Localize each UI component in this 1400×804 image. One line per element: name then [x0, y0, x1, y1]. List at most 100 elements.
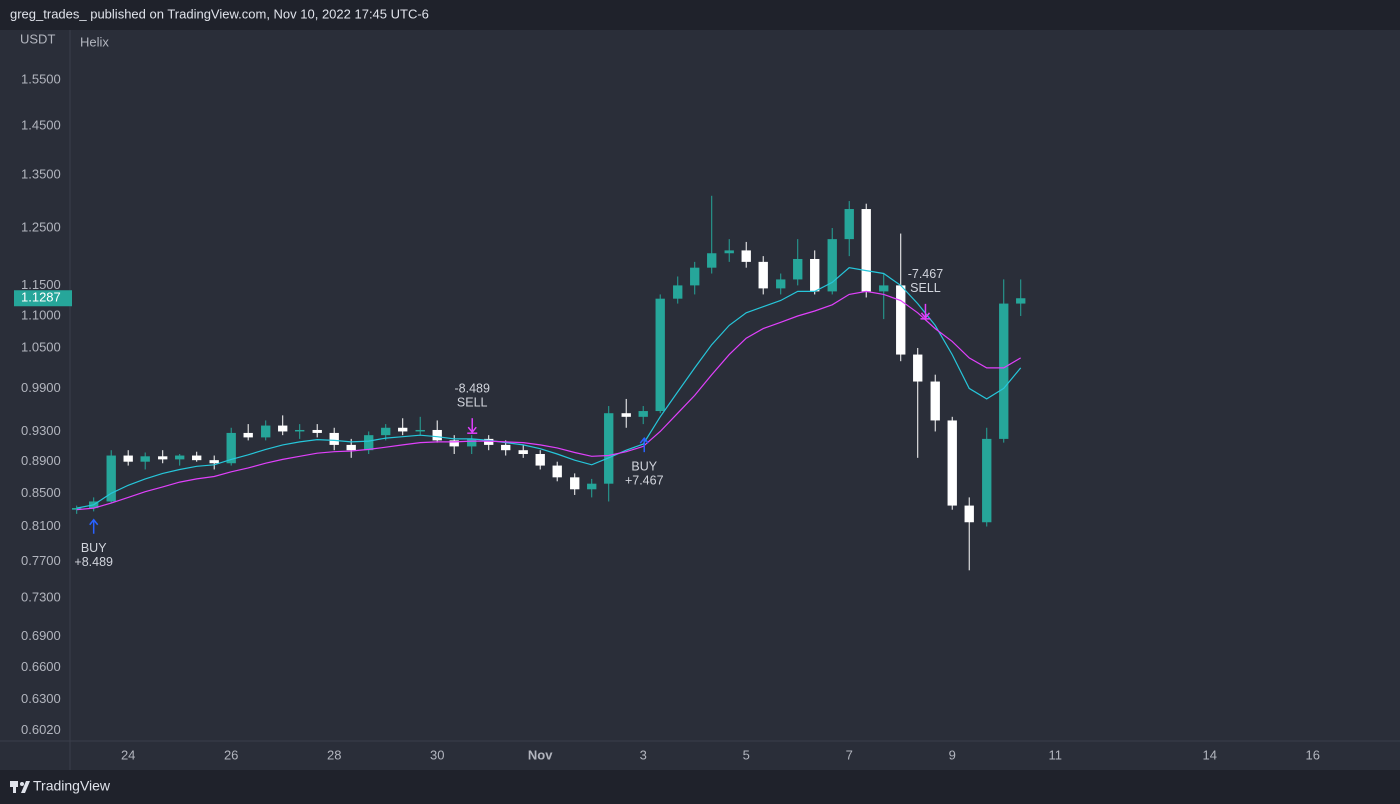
y-tick-label: 0.8900	[21, 453, 61, 468]
last-price-label: 1.1287	[21, 290, 61, 305]
candle-body	[381, 427, 391, 436]
logo-part	[20, 782, 24, 786]
y-tick-label: 1.4500	[21, 117, 61, 132]
signal-label: SELL	[910, 281, 941, 295]
signal-amount: -7.467	[908, 267, 943, 281]
y-tick-label: 0.6020	[21, 722, 61, 737]
y-tick-label: 1.2500	[21, 219, 61, 234]
candle-body	[844, 209, 854, 240]
x-tick-label: 11	[1048, 747, 1062, 762]
signal-amount: -8.489	[455, 381, 490, 395]
x-tick-label: 14	[1203, 747, 1217, 762]
x-tick-label: 3	[640, 747, 647, 762]
candle-body	[930, 381, 940, 421]
indicator-name: Helix	[80, 34, 109, 49]
x-tick-label: 30	[430, 747, 444, 762]
x-tick-label: Nov	[528, 747, 553, 762]
candle-body	[690, 267, 700, 286]
candle-body	[243, 432, 253, 438]
y-tick-label: 0.8500	[21, 485, 61, 500]
y-tick-label: 0.6900	[21, 628, 61, 643]
y-tick-label: 1.0500	[21, 339, 61, 354]
candle-body	[415, 429, 425, 432]
candle-body	[1016, 298, 1026, 304]
candle-body	[896, 285, 906, 355]
signal-amount: +7.467	[625, 473, 664, 487]
candle-body	[724, 250, 734, 254]
candle-body	[604, 413, 614, 484]
candle-body	[432, 429, 442, 441]
candle-body	[570, 477, 580, 490]
y-tick-label: 0.7300	[21, 589, 61, 604]
footer-brand: TradingView	[33, 778, 111, 794]
candle-body	[776, 279, 786, 289]
y-tick-label: 0.6600	[21, 659, 61, 674]
candle-body	[278, 425, 288, 432]
candle-body	[552, 465, 562, 478]
candle-body	[879, 285, 889, 292]
candle-body	[707, 253, 717, 268]
candle-body	[192, 455, 202, 461]
footer-bar	[0, 770, 1400, 804]
x-tick-label: 9	[949, 747, 956, 762]
candle-body	[295, 429, 305, 432]
candle-body	[741, 250, 751, 262]
signal-arrowhead	[467, 426, 477, 434]
candle-body	[329, 432, 339, 445]
candle-body	[861, 209, 871, 292]
y-tick-label: 0.9300	[21, 423, 61, 438]
logo-part	[21, 781, 30, 793]
candle-body	[518, 450, 528, 455]
logo-part	[13, 781, 16, 793]
candle-body	[209, 460, 219, 464]
candle-body	[364, 435, 374, 451]
last-price-badge	[14, 290, 72, 307]
candle-body	[947, 420, 957, 506]
candle-body	[72, 508, 82, 510]
candle-body	[827, 239, 837, 292]
candle-body	[467, 438, 477, 447]
candle-body	[449, 440, 459, 447]
candle-body	[638, 411, 648, 417]
y-tick-label: 1.1500	[21, 277, 61, 292]
candle-body	[226, 432, 236, 464]
candle-body	[501, 444, 511, 451]
x-tick-label: 16	[1306, 747, 1320, 762]
header-text: greg_trades_ published on TradingView.co…	[10, 6, 429, 21]
candle-body	[655, 298, 665, 412]
header-bar	[0, 0, 1400, 30]
chart-panel	[0, 30, 1400, 770]
x-tick-label: 26	[224, 747, 238, 762]
candle-body	[106, 455, 116, 502]
currency: USDT	[20, 31, 55, 46]
candle-body	[535, 454, 545, 466]
candle-body	[158, 456, 168, 460]
candle-body	[810, 258, 820, 292]
y-tick-label: 1.3500	[21, 167, 61, 182]
x-tick-label: 7	[846, 747, 853, 762]
signal-label: BUY	[81, 541, 107, 555]
candle-body	[175, 455, 185, 460]
candle-body	[621, 413, 631, 417]
moving-average	[76, 267, 1022, 509]
candle-body	[261, 425, 271, 438]
candle-body	[587, 483, 597, 490]
y-tick-label: 0.9900	[21, 380, 61, 395]
signal-arrowhead	[920, 312, 931, 320]
y-tick-label: 0.7700	[21, 553, 61, 568]
candle-body	[913, 354, 923, 382]
candle-body	[140, 456, 150, 462]
signal-label: SELL	[457, 395, 488, 409]
candle-body	[346, 444, 356, 451]
y-tick-label: 1.5500	[21, 71, 61, 86]
signal-amount: +8.489	[74, 555, 113, 569]
candle-body	[758, 261, 768, 289]
footer-logo	[10, 781, 30, 793]
x-tick-label: 5	[743, 747, 750, 762]
x-tick-label: 24	[121, 747, 135, 762]
signal-label: BUY	[631, 459, 657, 473]
candle-body	[793, 258, 803, 280]
candle-body	[312, 429, 322, 433]
